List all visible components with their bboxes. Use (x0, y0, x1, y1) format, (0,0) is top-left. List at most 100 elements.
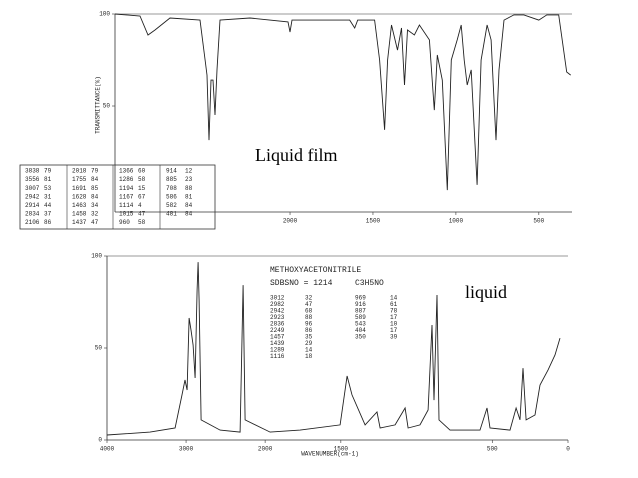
x-tick-label: 4000 (100, 446, 115, 453)
peak-table-cell: 4 (138, 202, 142, 209)
peak-table-cell: 81 (44, 176, 52, 183)
peak-table-cell: 3007 (25, 185, 40, 192)
peak-list-cell: 1439 (270, 340, 285, 347)
peak-list-cell: 2249 (270, 327, 285, 334)
peak-list-cell: 916 (355, 301, 366, 308)
peak-table-cell: 1437 (72, 219, 87, 226)
x-tick-label: 500 (533, 218, 544, 225)
peak-table-cell: 1194 (119, 185, 134, 192)
peak-table-cell: 1691 (72, 185, 87, 192)
peak-list-cell: 17 (390, 327, 398, 334)
peak-table-cell: 586 (166, 193, 177, 200)
peak-table-cell: 37 (44, 211, 52, 218)
peak-table-cell: 582 (166, 202, 177, 209)
peak-list-cell: 86 (305, 327, 313, 334)
peak-table-cell: 79 (91, 168, 99, 175)
peak-table-cell: 88 (185, 185, 193, 192)
peak-table-cell: 1114 (119, 202, 134, 209)
peak-list-cell: 969 (355, 295, 366, 302)
spectrum-line (106, 262, 561, 436)
x-tick-label: 2000 (283, 218, 298, 225)
y-tick-label: 100 (91, 253, 102, 260)
peak-table-cell: 885 (166, 176, 177, 183)
peak-table-cell: 708 (166, 185, 177, 192)
peak-table-cell: 84 (185, 211, 193, 218)
y-tick-label: 50 (103, 103, 111, 110)
peak-list-cell: 1116 (270, 353, 285, 360)
peak-list-cell: 2923 (270, 314, 285, 321)
y-tick-label: 0 (98, 437, 102, 444)
peak-table-cell: 2942 (25, 193, 40, 200)
peak-table-cell: 53 (44, 185, 52, 192)
peak-table-cell: 1015 (119, 211, 134, 218)
peak-table-cell: 2914 (25, 202, 40, 209)
peak-table-cell: 1458 (72, 211, 87, 218)
peak-list-cell: 17 (390, 314, 398, 321)
peak-table-cell: 1167 (119, 193, 134, 200)
x-tick-label: 500 (487, 446, 498, 453)
y-tick-label: 100 (99, 11, 110, 18)
peak-table-cell: 1463 (72, 202, 87, 209)
peak-table-cell: 1628 (72, 193, 87, 200)
peak-table-cell: 47 (91, 219, 99, 226)
peak-table-cell: 914 (166, 168, 177, 175)
x-tick-label: 1500 (334, 446, 349, 453)
peak-table-cell: 81 (185, 193, 193, 200)
peak-table-cell: 84 (91, 193, 99, 200)
peak-table-cell: 960 (119, 219, 130, 226)
peak-table-cell: 44 (44, 202, 52, 209)
peak-table-cell: 1755 (72, 176, 87, 183)
peak-list-cell: 68 (305, 308, 313, 315)
peak-table-cell: 32 (91, 211, 99, 218)
peak-table-cell: 3556 (25, 176, 40, 183)
peak-list-cell: 3012 (270, 295, 285, 302)
peak-table-cell: 34 (91, 202, 99, 209)
peak-table-frame (19, 164, 216, 230)
peak-table-cell: 1286 (119, 176, 134, 183)
peak-table-cell: 67 (138, 193, 146, 200)
peak-list-cell: 96 (305, 321, 313, 328)
peak-table-cell: 481 (166, 211, 177, 218)
peak-table-cell: 58 (138, 219, 146, 226)
peak-table-cell: 79 (44, 168, 52, 175)
peak-table-cell: 60 (138, 168, 146, 175)
peak-list-cell: 10 (390, 321, 398, 328)
peak-table-cell: 86 (44, 219, 52, 226)
annotation: Liquid film (255, 145, 338, 165)
peak-list-cell: 78 (390, 308, 398, 315)
peak-list-cell: 14 (305, 347, 313, 354)
peak-list-cell: 887 (355, 308, 366, 315)
x-axis-label: WAVENUMBER(cm-1) (301, 451, 359, 458)
y-axis-label: TRANSMITTANCE(%) (95, 76, 102, 134)
peak-table-cell: 2018 (72, 168, 87, 175)
peak-list-cell: 61 (390, 301, 398, 308)
compound-name: METHOXYACETONITRILE (270, 266, 361, 275)
peak-list-cell: 39 (390, 334, 398, 341)
peak-table-cell: 3838 (25, 168, 40, 175)
peak-list-cell: 2836 (270, 321, 285, 328)
peak-list-cell: 47 (305, 301, 313, 308)
x-tick-label: 1000 (449, 218, 464, 225)
peak-table-cell: 84 (185, 202, 193, 209)
peak-list-cell: 2942 (270, 308, 285, 315)
peak-list-cell: 32 (305, 295, 313, 302)
peak-list-cell: 35 (305, 334, 313, 341)
peak-list-cell: 404 (355, 327, 366, 334)
peak-table-cell: 31 (44, 193, 52, 200)
peak-list-cell: 18 (305, 353, 313, 360)
peak-list-cell: 14 (390, 295, 398, 302)
sdbs-number: SDBSNO = 1214 (270, 279, 333, 288)
peak-list-cell: 2982 (270, 301, 285, 308)
peak-table-cell: 85 (91, 185, 99, 192)
peak-list-cell: 543 (355, 321, 366, 328)
formula: C3H5NO (355, 279, 384, 288)
peak-list-cell: 350 (355, 334, 366, 341)
peak-table-cell: 84 (91, 176, 99, 183)
y-tick-label: 50 (95, 345, 103, 352)
x-tick-label: 3000 (179, 446, 194, 453)
peak-table-cell: 1366 (119, 168, 134, 175)
peak-table-cell: 15 (138, 185, 146, 192)
peak-list-cell: 1457 (270, 334, 285, 341)
